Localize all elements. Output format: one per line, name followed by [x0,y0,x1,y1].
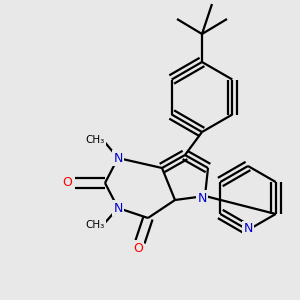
Text: O: O [62,176,72,190]
Text: N: N [197,191,207,205]
Text: CH₃: CH₃ [85,220,105,230]
Text: N: N [113,202,123,214]
Text: N: N [113,152,123,164]
Text: CH₃: CH₃ [85,135,105,145]
Text: O: O [133,242,143,254]
Text: N: N [243,223,253,236]
